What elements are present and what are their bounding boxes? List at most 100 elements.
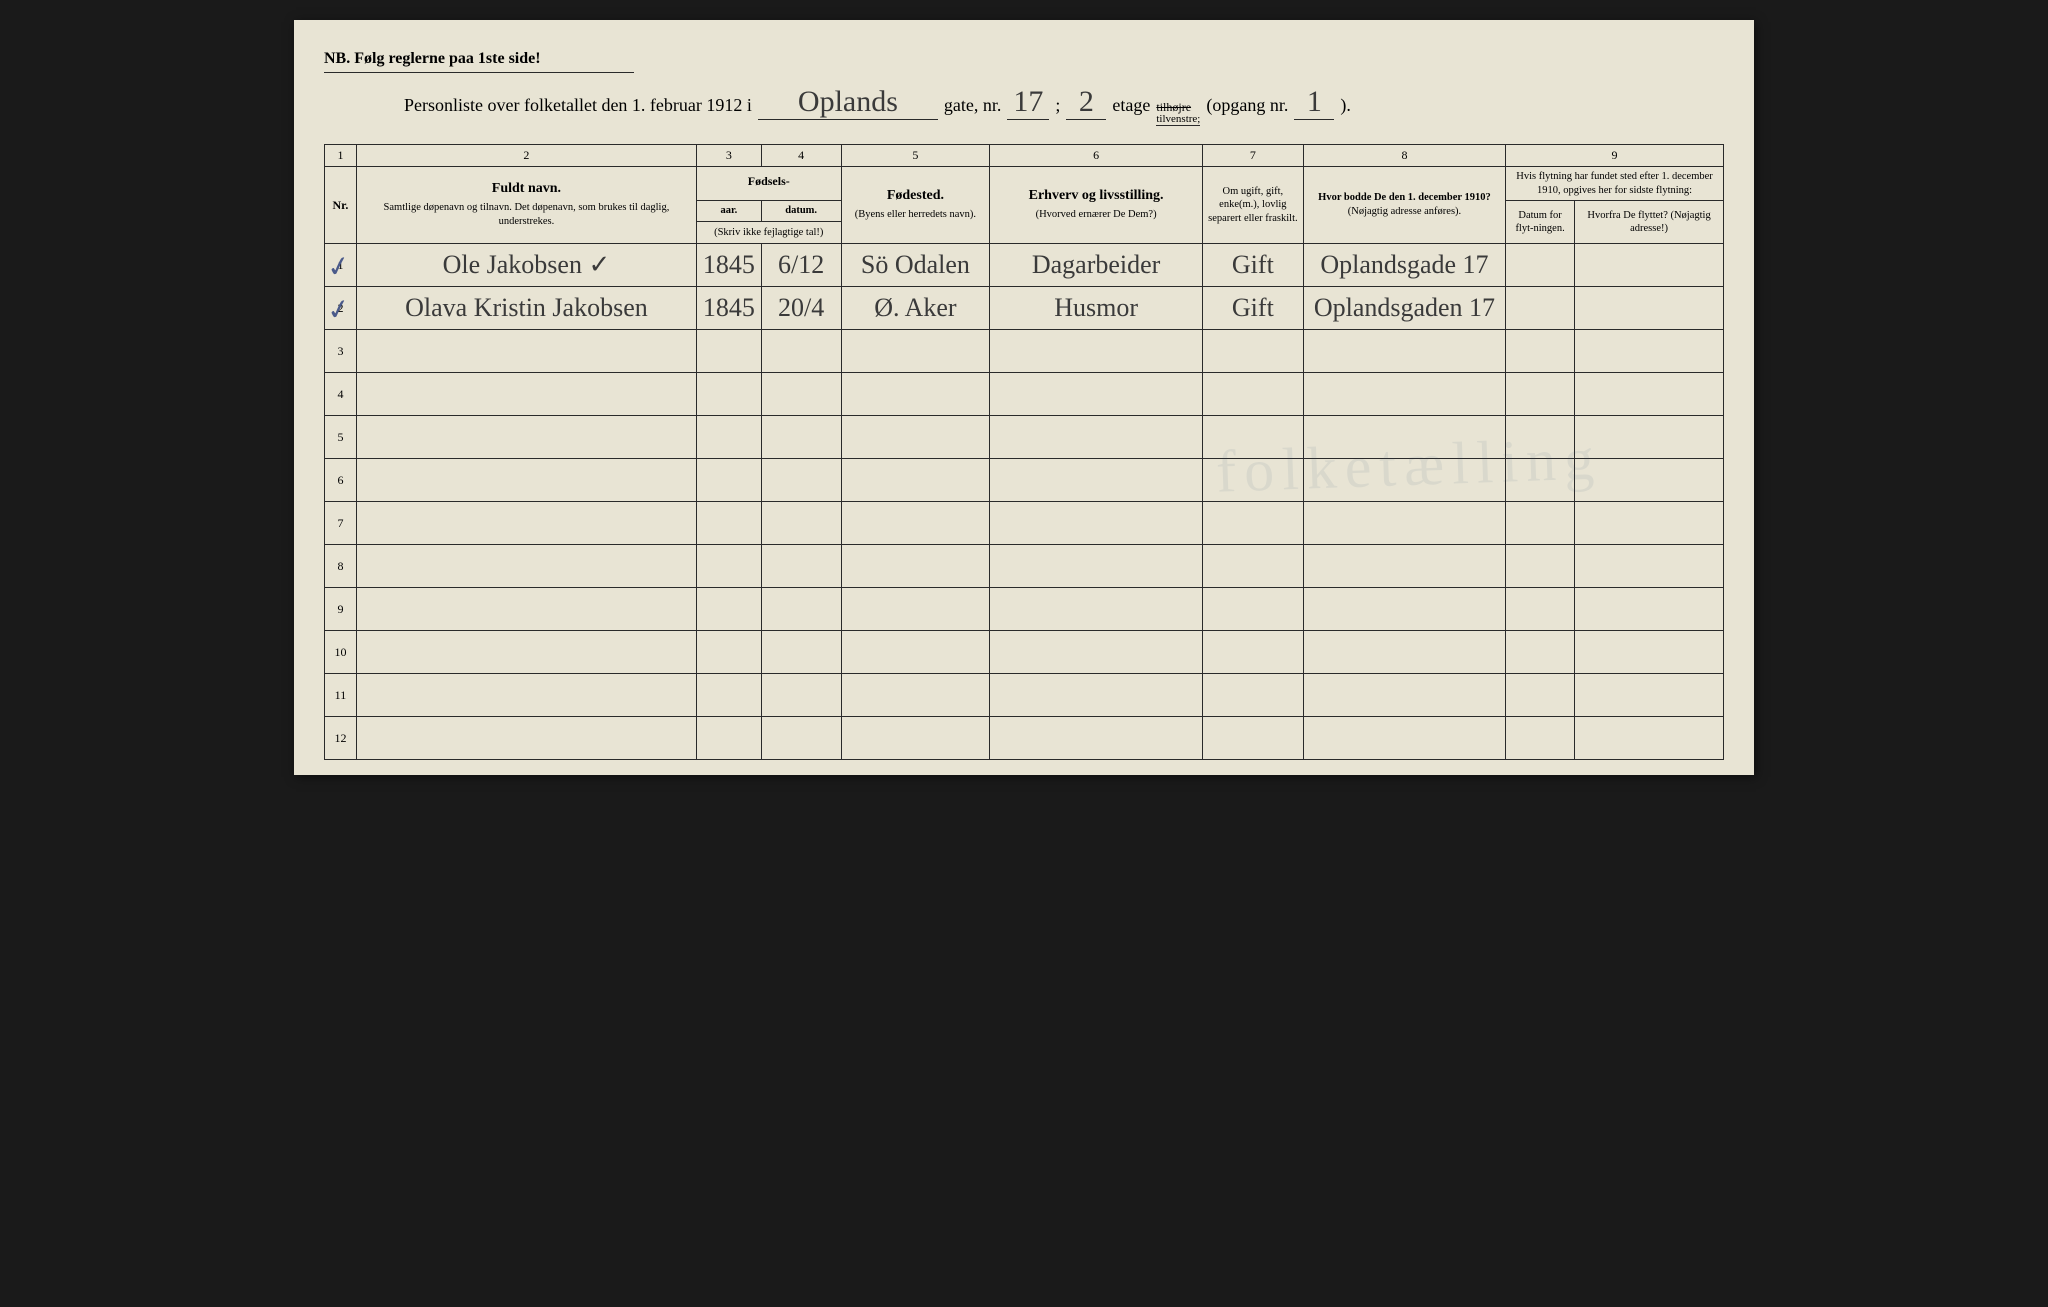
hdr-datum-text: datum.	[766, 204, 837, 218]
cell-addr	[1303, 674, 1505, 717]
table-row: 10	[325, 631, 1724, 674]
hdr-move-text: Hvis flytning har fundet sted efter 1. d…	[1510, 170, 1719, 197]
cell-from	[1575, 330, 1724, 373]
cell-marital	[1202, 459, 1303, 502]
hdr-erhverv: Erhverv og livsstilling. (Hvorved ernære…	[990, 167, 1203, 244]
row-nr: 6	[325, 459, 357, 502]
row-nr: 8	[325, 545, 357, 588]
cell-from	[1575, 416, 1724, 459]
table-row: 12	[325, 717, 1724, 760]
title-prefix: Personliste over folketallet den 1. febr…	[404, 95, 752, 116]
title-line: Personliste over folketallet den 1. febr…	[324, 85, 1724, 126]
cell-marital	[1202, 717, 1303, 760]
cell-place	[841, 459, 990, 502]
hdr-marital-text: Om ugift, gift, enke(m.), lovlig separer…	[1207, 185, 1299, 226]
cell-from	[1575, 502, 1724, 545]
cell-addr: Oplandsgade 17	[1303, 244, 1505, 287]
hdr-fodsels-label: Fødsels-	[701, 174, 837, 189]
hdr-name: Fuldt navn. Samtlige døpenavn og tilnavn…	[356, 167, 696, 244]
cell-place	[841, 502, 990, 545]
cell-occ: Dagarbeider	[990, 244, 1203, 287]
cell-from	[1575, 373, 1724, 416]
cell-addr	[1303, 717, 1505, 760]
hdr-skriv: (Skriv ikke fejlagtige tal!)	[696, 222, 841, 244]
cell-addr: Oplandsgaden 17	[1303, 287, 1505, 330]
cell-from	[1575, 244, 1724, 287]
hdr-move-from-text: Hvorfra De flyttet? (Nøjagtig adresse!)	[1579, 209, 1719, 236]
cell-year	[696, 330, 761, 373]
row-nr: 7	[325, 502, 357, 545]
cell-marital	[1202, 330, 1303, 373]
cell-place	[841, 545, 990, 588]
gate-nr-hw: 17	[1007, 85, 1049, 120]
cell-name: ✓Olava Kristin Jakobsen	[356, 287, 696, 330]
column-number-row: 1 2 3 4 5 6 7 8 9	[325, 145, 1724, 167]
cell-mdate	[1506, 674, 1575, 717]
table-row: 5	[325, 416, 1724, 459]
cell-marital	[1202, 416, 1303, 459]
cell-year	[696, 588, 761, 631]
side-top: tilhøjre	[1156, 101, 1200, 114]
cell-mdate	[1506, 244, 1575, 287]
cell-date	[761, 373, 841, 416]
cell-addr	[1303, 330, 1505, 373]
table-row: 1✓Ole Jakobsen ✓18456/12Sö OdalenDagarbe…	[325, 244, 1724, 287]
gate-label: gate, nr.	[944, 95, 1001, 116]
cell-from	[1575, 545, 1724, 588]
colnum-1: 1	[325, 145, 357, 167]
cell-place	[841, 674, 990, 717]
cell-place: Sö Odalen	[841, 244, 990, 287]
table-row: 2✓Olava Kristin Jakobsen184520/4Ø. AkerH…	[325, 287, 1724, 330]
hdr-fodsels: Fødsels-	[696, 167, 841, 201]
cell-mdate	[1506, 416, 1575, 459]
colnum-3: 3	[696, 145, 761, 167]
hdr-marital: Om ugift, gift, enke(m.), lovlig separer…	[1202, 167, 1303, 244]
cell-place	[841, 588, 990, 631]
side-options: tilhøjre tilvenstre;	[1156, 101, 1200, 126]
colnum-9: 9	[1506, 145, 1724, 167]
hdr-name-bold: Fuldt navn.	[361, 181, 692, 197]
hdr-name-small: Samtlige døpenavn og tilnavn. Det døpena…	[361, 201, 692, 228]
cell-place	[841, 373, 990, 416]
cell-date	[761, 717, 841, 760]
cell-occ	[990, 373, 1203, 416]
cell-year	[696, 416, 761, 459]
cell-occ	[990, 502, 1203, 545]
cell-from	[1575, 588, 1724, 631]
cell-from	[1575, 717, 1724, 760]
opgang-label: (opgang nr.	[1206, 95, 1288, 116]
cell-year	[696, 459, 761, 502]
colnum-2: 2	[356, 145, 696, 167]
hdr-move-date: Datum for flyt-ningen.	[1506, 201, 1575, 244]
cell-name	[356, 588, 696, 631]
cell-year: 1845	[696, 287, 761, 330]
cell-marital: Gift	[1202, 244, 1303, 287]
row-nr: 9	[325, 588, 357, 631]
census-table: 1 2 3 4 5 6 7 8 9 Nr. Fuldt navn. Samtli…	[324, 144, 1724, 760]
colnum-5: 5	[841, 145, 990, 167]
cell-date: 20/4	[761, 287, 841, 330]
cell-year	[696, 717, 761, 760]
cell-place	[841, 631, 990, 674]
cell-place	[841, 717, 990, 760]
cell-occ	[990, 330, 1203, 373]
census-body: 1✓Ole Jakobsen ✓18456/12Sö OdalenDagarbe…	[325, 244, 1724, 760]
cell-mdate	[1506, 545, 1575, 588]
cell-mdate	[1506, 287, 1575, 330]
cell-mdate	[1506, 459, 1575, 502]
colnum-6: 6	[990, 145, 1203, 167]
cell-from	[1575, 459, 1724, 502]
cell-mdate	[1506, 588, 1575, 631]
cell-occ: Husmor	[990, 287, 1203, 330]
cell-name	[356, 330, 696, 373]
cell-occ	[990, 717, 1203, 760]
cell-date	[761, 631, 841, 674]
cell-marital	[1202, 502, 1303, 545]
row-nr: 4	[325, 373, 357, 416]
cell-date	[761, 502, 841, 545]
etage-hw: 2	[1066, 85, 1106, 120]
cell-marital	[1202, 674, 1303, 717]
cell-marital: Gift	[1202, 287, 1303, 330]
nb-instruction: NB. Følg reglerne paa 1ste side!	[324, 50, 634, 73]
colnum-4: 4	[761, 145, 841, 167]
